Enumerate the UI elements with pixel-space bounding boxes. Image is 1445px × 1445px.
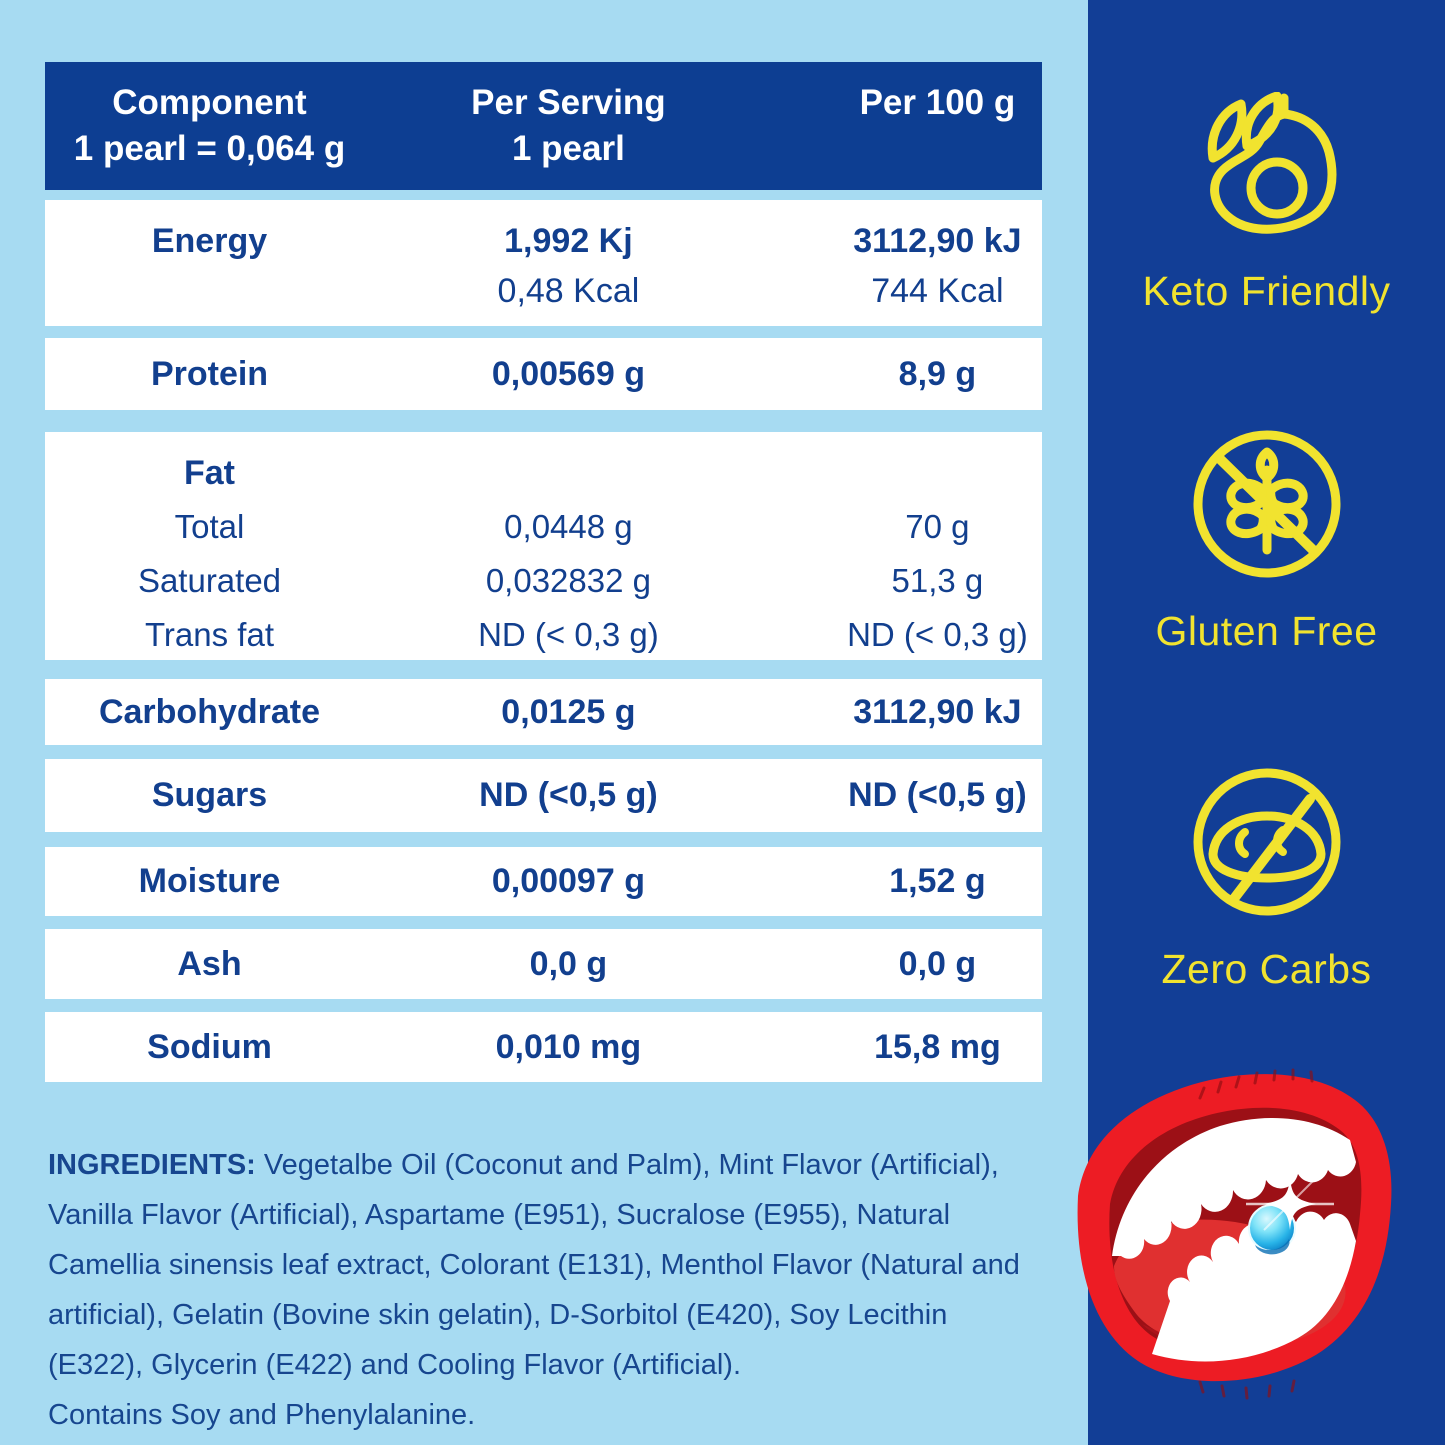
fat-trans-row: Trans fat ND (< 0,3 g) ND (< 0,3 g) — [145, 616, 1028, 653]
lower-teeth — [1152, 1211, 1356, 1362]
sodium-serving: 0,010 mg — [495, 1027, 642, 1066]
badge-gluten-free: Gluten Free — [1088, 424, 1445, 655]
fat-total-row: Total 0,0448 g 70 g — [174, 508, 970, 545]
fat-label: Fat — [184, 454, 235, 492]
upper-teeth — [1112, 1117, 1356, 1259]
sparkle — [1246, 1175, 1334, 1231]
sugars-label: Sugars — [151, 776, 268, 814]
sodium-per100: 15,8 mg — [874, 1027, 1001, 1066]
row-fat: Fat Total 0,0448 g 70 g Saturated 0,0328… — [45, 432, 1042, 660]
ash-label: Ash — [177, 944, 242, 983]
ingredients-paragraph: INGREDIENTS: Vegetalbe Oil (Coconut and … — [48, 1140, 1023, 1440]
sugars-serving: ND (<0,5 g) — [479, 776, 658, 814]
protein-label: Protein — [150, 354, 269, 393]
sodium-label: Sodium — [147, 1027, 272, 1066]
ash-per100: 0,0 g — [898, 944, 977, 983]
badge-keto-friendly: Keto Friendly — [1088, 92, 1445, 315]
ingredients-heading: INGREDIENTS: — [48, 1149, 256, 1181]
header-per-100g: Per 100 g — [859, 83, 1016, 122]
row-carbohydrate: Carbohydrate 0,0125 g 3112,90 kJ — [45, 679, 1042, 745]
badge-zero-carbs: Zero Carbs — [1088, 762, 1445, 993]
table-header: Component 1 pearl = 0,064 g Per Serving … — [45, 62, 1042, 190]
protein-serving: 0,00569 g — [491, 354, 645, 393]
contains-statement: Contains Soy and Phenylalanine. — [48, 1399, 476, 1431]
energy-label: Energy — [151, 222, 268, 260]
badge-zero-carbs-label: Zero Carbs — [1161, 946, 1372, 992]
badge-keto-label: Keto Friendly — [1142, 268, 1391, 314]
row-protein: Protein 0,00569 g 8,9 g — [45, 338, 1042, 410]
carbohydrate-label: Carbohydrate — [98, 692, 321, 731]
header-per-serving: Per Serving 1 pearl — [471, 83, 666, 168]
energy-serving: 1,992 Kj 0,48 Kcal — [497, 222, 640, 310]
ingredients-text: Vegetalbe Oil (Coconut and Palm), Mint F… — [48, 1149, 1020, 1381]
avocado-icon — [1177, 92, 1357, 244]
carbohydrate-per100: 3112,90 kJ — [853, 692, 1022, 731]
row-sodium: Sodium 0,010 mg 15,8 mg — [45, 1012, 1042, 1082]
row-sugars: Sugars ND (<0,5 g) ND (<0,5 g) — [45, 759, 1042, 832]
energy-per100: 3112,90 kJ 744 Kcal — [853, 222, 1022, 310]
fat-saturated-row: Saturated 0,032832 g 51,3 g — [137, 562, 984, 599]
badge-gluten-label: Gluten Free — [1155, 608, 1378, 654]
moisture-label: Moisture — [138, 862, 281, 900]
row-moisture: Moisture 0,00097 g 1,52 g — [45, 847, 1042, 916]
no-wheat-icon — [1187, 424, 1347, 584]
carbohydrate-serving: 0,0125 g — [501, 692, 636, 731]
no-bread-icon — [1187, 762, 1347, 922]
header-component: Component 1 pearl = 0,064 g — [73, 83, 346, 168]
row-energy: Energy 1,992 Kj 0,48 Kcal 3112,90 kJ 744… — [45, 200, 1042, 326]
row-ash: Ash 0,0 g 0,0 g — [45, 929, 1042, 999]
moisture-per100: 1,52 g — [889, 862, 986, 900]
ash-serving: 0,0 g — [529, 944, 608, 983]
sugars-per100: ND (<0,5 g) — [848, 776, 1027, 814]
open-mouth-illustration — [1077, 1068, 1392, 1400]
moisture-serving: 0,00097 g — [491, 862, 645, 900]
nutrition-table: Component 1 pearl = 0,064 g Per Serving … — [45, 62, 1042, 1082]
protein-per100: 8,9 g — [898, 354, 977, 393]
